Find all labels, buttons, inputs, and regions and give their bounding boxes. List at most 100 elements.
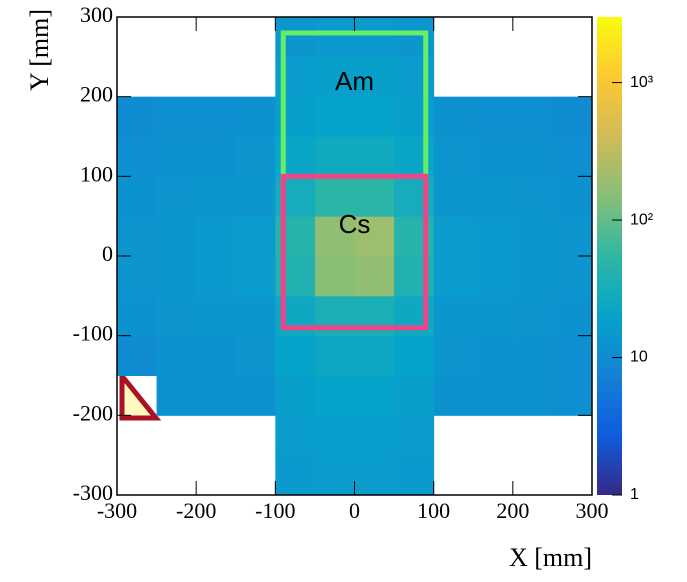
x-tick-label: -300 [97, 498, 137, 523]
heatmap-cell [196, 216, 237, 257]
x-tick-label: 300 [576, 498, 609, 523]
heatmap-cell [314, 415, 355, 456]
corner-marker [119, 368, 162, 421]
heatmap-cell [196, 256, 237, 297]
heatmap-cell [512, 295, 553, 337]
heatmap-cell [156, 256, 197, 297]
heatmap-cell [473, 216, 514, 257]
y-tick-label: -100 [73, 321, 113, 346]
heatmap-cell [314, 335, 355, 376]
heatmap-cell [473, 375, 514, 416]
heatmap-cell [473, 96, 514, 137]
heatmap-cell [117, 136, 158, 177]
heatmap-cell [314, 455, 355, 496]
y-tick-label: -300 [73, 480, 113, 505]
heatmap-cell [512, 375, 553, 416]
colorbar-tick-label: 10² [630, 211, 654, 228]
heatmap-cell [552, 136, 593, 177]
heatmap-cell [314, 136, 355, 177]
heatmap-cell [552, 375, 593, 416]
heatmap-cell [196, 335, 237, 376]
x-tick-label: 0 [349, 498, 360, 523]
y-tick-label: -200 [73, 400, 113, 425]
heatmap-cell [394, 415, 435, 456]
y-tick-label: 200 [80, 82, 113, 107]
x-tick-label: -100 [255, 498, 295, 523]
colorbar-tick-label: 10 [630, 349, 648, 366]
heatmap-cell [433, 136, 474, 177]
heatmap-cell [552, 176, 593, 217]
heatmap-cell [275, 335, 316, 376]
colorbar [597, 17, 622, 495]
heatmap-cell [433, 96, 474, 137]
heatmap-cell [552, 256, 593, 297]
heatmap-cell [235, 295, 276, 337]
heatmap-cell [433, 176, 474, 217]
heatmap-cell [196, 176, 237, 217]
heatmap-cell [512, 216, 553, 257]
heatmap-cell [354, 415, 395, 456]
heatmap-cell [235, 335, 276, 376]
y-axis-title: Y [mm] [25, 9, 54, 91]
heatmap-cell [196, 375, 237, 416]
y-tick-label: 300 [80, 2, 113, 27]
heatmap-cell [275, 415, 316, 456]
heatmap-cell [512, 176, 553, 217]
heatmap-cell [512, 136, 553, 177]
heatmap-cell [314, 216, 355, 257]
heatmap-cell [354, 256, 395, 297]
heatmap-cell [473, 136, 514, 177]
y-tick-label: 0 [102, 241, 113, 266]
heatmap-cell [552, 295, 593, 337]
heatmap-cell [235, 96, 276, 137]
heatmap-cell [314, 256, 355, 297]
heatmap-cell [156, 295, 197, 337]
heatmap-cell [433, 256, 474, 297]
heatmap-cell [354, 17, 395, 58]
heatmap-cell [473, 256, 514, 297]
heatmap-cell [512, 96, 553, 137]
heatmap-cell [473, 176, 514, 217]
y-tick-label: 100 [80, 161, 113, 186]
heatmap-cell [354, 216, 395, 257]
x-tick-label: 100 [417, 498, 450, 523]
heatmap-cell [196, 136, 237, 177]
heatmap-cell [117, 335, 158, 376]
heatmap-cell [275, 455, 316, 496]
heatmap-cell [314, 176, 355, 217]
heatmap-cell [354, 455, 395, 496]
region-box [280, 173, 429, 331]
heatmap-cell [552, 96, 593, 137]
heatmap-cell [314, 17, 355, 58]
heatmap-cell [394, 375, 435, 416]
heatmap-cell [512, 335, 553, 376]
heatmap-cell [117, 295, 158, 337]
heatmap-cell [156, 136, 197, 177]
heatmap-cell [235, 136, 276, 177]
heatmap-cell [354, 96, 395, 137]
heatmap-cell [117, 176, 158, 217]
heatmap-cell [156, 216, 197, 257]
heatmap-cell [117, 256, 158, 297]
region-label: Am [335, 66, 374, 96]
heatmap-cell [552, 335, 593, 376]
heatmap-cell [473, 335, 514, 376]
heatmap-cell [354, 335, 395, 376]
heatmap-cell [433, 216, 474, 257]
heatmap-cell [156, 375, 197, 416]
heatmap-cell [394, 455, 435, 496]
heatmap-cell [394, 335, 435, 376]
heatmap-cell [433, 375, 474, 416]
heatmap-cell [196, 96, 237, 137]
heatmap-cell [117, 216, 158, 257]
colorbar-tick-label: 10³ [630, 74, 654, 91]
heatmap-cell [552, 216, 593, 257]
heatmap-cell [473, 295, 514, 337]
heatmap-cell [354, 176, 395, 217]
heatmap-cell [314, 375, 355, 416]
heatmap-cell [156, 335, 197, 376]
heatmap-cell [275, 375, 316, 416]
region-label: Cs [339, 209, 371, 239]
heatmap-cell [433, 295, 474, 337]
